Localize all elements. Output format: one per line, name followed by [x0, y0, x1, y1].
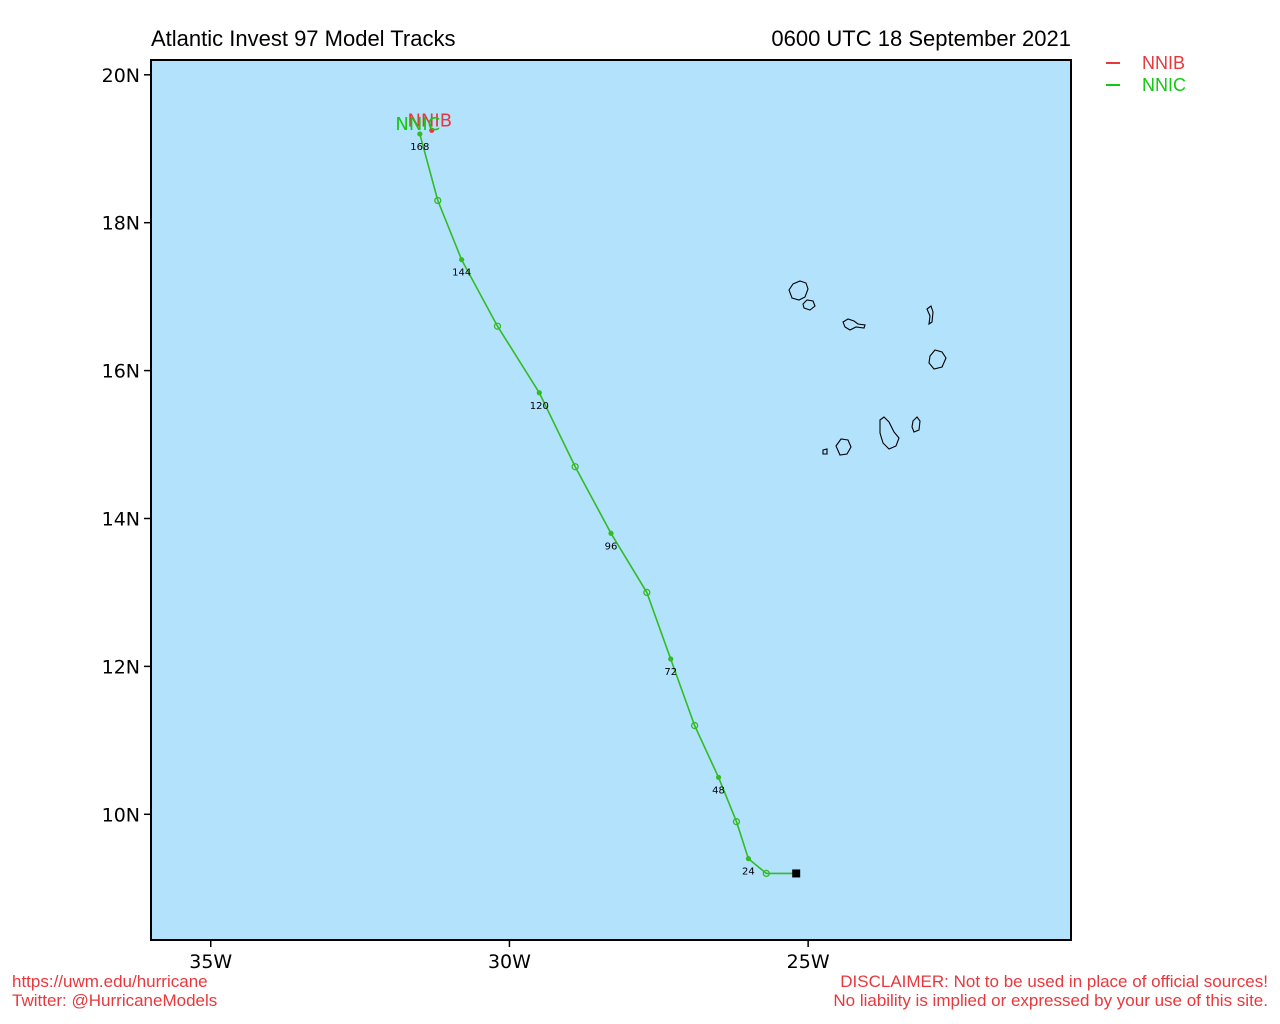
track-point-108h — [571, 463, 579, 471]
latitude-axis: 20N 18N 16N 14N 12N 10N — [102, 65, 151, 826]
island-fogo — [835, 438, 852, 456]
track-point-120h — [536, 390, 542, 396]
island-sal — [926, 305, 934, 326]
track-point-168h — [417, 131, 423, 137]
lon-tick-label: 25W — [787, 951, 830, 973]
track-point-84h — [643, 588, 651, 597]
disclaimer-line-2: No liability is implied or expressed by … — [833, 991, 1268, 1010]
map-title: Atlantic Invest 97 Model Tracks — [151, 26, 456, 51]
track-point-60h — [690, 721, 699, 730]
island-santo-antao — [788, 280, 809, 301]
lon-tick-label: 30W — [488, 951, 531, 973]
hour-label-144: 144 — [452, 268, 471, 279]
legend-entry-nnic: NNIC — [1100, 74, 1186, 96]
track-point-36h — [732, 818, 741, 826]
track-point-96h — [608, 530, 614, 536]
legend-swatch — [1106, 84, 1120, 86]
hour-label-24: 24 — [742, 867, 755, 878]
track-point-168h — [429, 127, 435, 133]
island-sao-nicolau — [842, 318, 866, 331]
hour-label-96: 96 — [605, 541, 618, 552]
map-frame — [150, 59, 1072, 941]
map-datetime: 0600 UTC 18 September 2021 — [771, 26, 1071, 51]
hour-label-168: 168 — [410, 142, 429, 153]
track-point-156h — [434, 196, 442, 205]
track-point-132h — [493, 322, 502, 330]
footer-credits: https://uwm.edu/hurricane Twitter: @Hurr… — [12, 972, 217, 1010]
lat-tick-label: 20N — [102, 65, 140, 87]
lat-tick-label: 16N — [102, 361, 140, 383]
hour-label-120: 120 — [530, 401, 549, 412]
model-tracks — [417, 127, 797, 878]
legend-entry-nnib: NNIB — [1100, 52, 1186, 74]
track-point-144h — [459, 257, 465, 263]
land-outlines — [788, 280, 947, 456]
lon-tick-label: 35W — [189, 951, 232, 973]
model-tag-nnic: NNIC — [395, 114, 440, 135]
footer-disclaimer: DISCLAIMER: Not to be used in place of o… — [833, 972, 1268, 1010]
lat-tick-label: 14N — [102, 508, 140, 530]
track-point-72h — [668, 656, 674, 662]
lat-tick-label: 18N — [102, 213, 140, 235]
track-point-48h — [715, 774, 722, 780]
forecast-hour-labels: 24 48 72 96 120 144 168 — [410, 142, 754, 878]
legend-label: NNIC — [1142, 74, 1186, 95]
lat-tick-label: 12N — [102, 656, 140, 678]
hour-label-72: 72 — [664, 667, 677, 678]
disclaimer-line-1: DISCLAIMER: Not to be used in place of o… — [840, 972, 1268, 991]
legend-swatch — [1106, 62, 1120, 64]
legend: NNIB NNIC — [1100, 52, 1186, 96]
footer-url[interactable]: https://uwm.edu/hurricane — [12, 972, 208, 991]
track-line-nnic — [419, 133, 797, 875]
lat-tick-label: 10N — [102, 804, 140, 826]
island-santiago — [879, 416, 900, 450]
model-tag-nnib: NNIB — [407, 110, 452, 131]
island-sao-vicente — [802, 299, 816, 311]
hour-label-48: 48 — [712, 785, 725, 796]
island-boa-vista — [928, 349, 947, 370]
island-maio — [911, 416, 921, 433]
current-position-marker — [792, 869, 801, 878]
ocean-background — [151, 60, 1071, 940]
island-brava — [822, 448, 828, 455]
longitude-axis: 35W 30W 25W — [189, 940, 830, 973]
track-point-12h — [762, 869, 770, 878]
footer-twitter[interactable]: Twitter: @HurricaneModels — [12, 991, 218, 1010]
legend-label: NNIB — [1142, 52, 1186, 73]
track-point-24h — [745, 856, 752, 862]
